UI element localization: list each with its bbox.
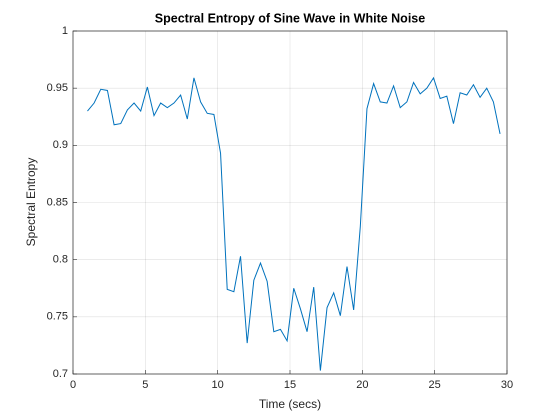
x-tick-label: 15 [284,379,296,391]
data-line [87,76,501,371]
y-axis-label: Spectral Entropy [24,158,38,247]
y-tick-label: 0.9 [53,139,68,151]
x-tick-label: 10 [212,379,224,391]
x-tick-label: 20 [356,379,368,391]
x-tick-label: 5 [142,379,148,391]
x-axis-label: Time (secs) [259,397,321,411]
y-tick-label: 0.95 [47,82,68,94]
x-tick-label: 30 [501,379,513,391]
y-tick-label: 1 [62,25,68,37]
x-tick-label: 25 [429,379,441,391]
axes-box [72,30,508,375]
chart-title: Spectral Entropy of Sine Wave in White N… [155,11,425,25]
y-tick-label: 0.8 [53,254,68,266]
y-tick-label: 0.75 [47,311,68,323]
y-tick-label: 0.85 [47,196,68,208]
x-tick-label: 0 [70,379,76,391]
y-tick-label: 0.7 [53,368,68,380]
